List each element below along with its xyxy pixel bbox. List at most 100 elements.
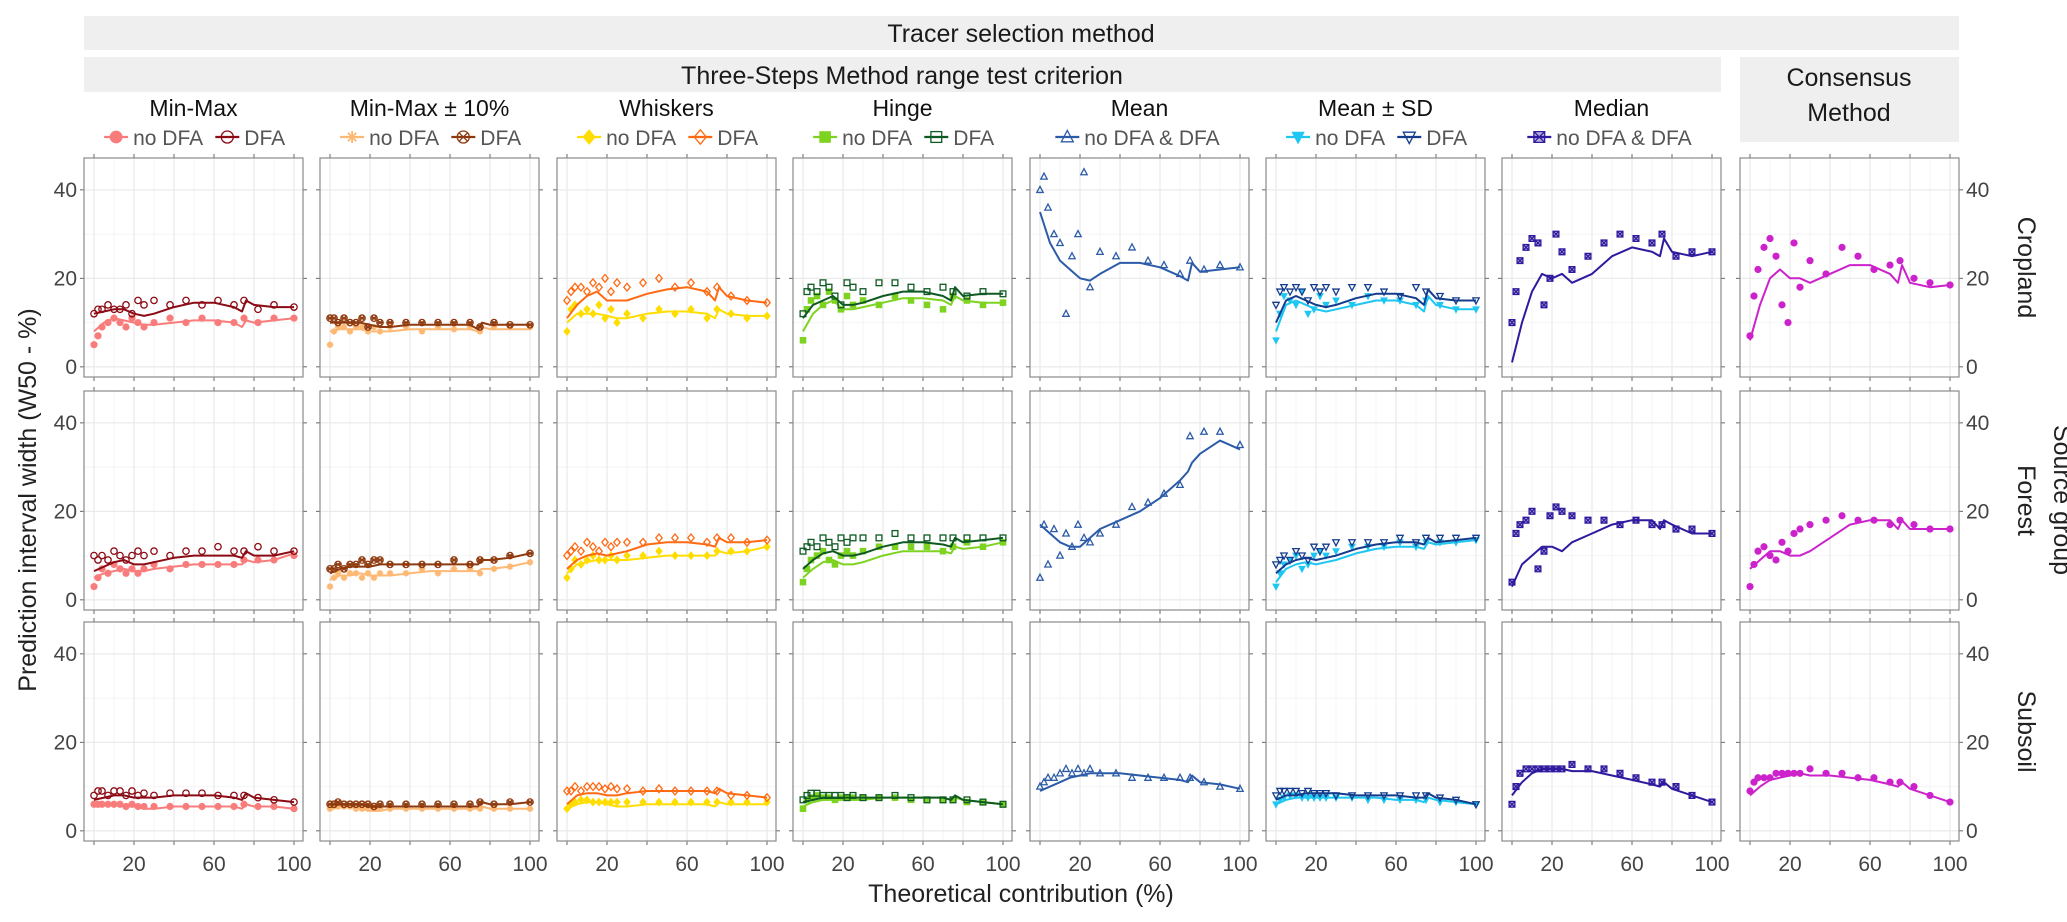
x-tick-label: 20 — [1068, 853, 1091, 876]
data-point — [1085, 763, 1095, 773]
data-point — [1750, 778, 1758, 786]
data-point — [588, 541, 598, 552]
panel-border — [556, 621, 777, 842]
data-point — [1291, 547, 1301, 557]
data-point — [182, 547, 190, 556]
data-point — [90, 582, 98, 591]
data-point — [825, 283, 833, 291]
legend-marker-icon — [819, 131, 831, 143]
data-point — [450, 556, 458, 564]
panel-border — [83, 621, 304, 842]
y-tick-label-right: 40 — [1966, 412, 1989, 435]
data-point — [1095, 246, 1105, 256]
x-tick-label: 60 — [202, 853, 225, 876]
data-point — [588, 277, 598, 288]
smooth-line — [566, 545, 768, 575]
data-point — [1043, 559, 1053, 568]
panel-border — [319, 621, 540, 842]
data-point — [1522, 516, 1530, 524]
data-point — [1309, 543, 1319, 552]
data-point — [923, 301, 931, 309]
strip-tracer-selection — [84, 16, 1959, 50]
data-point — [1271, 792, 1281, 801]
data-point — [807, 283, 815, 291]
legend-label: no DFA — [606, 127, 676, 150]
y-tick-label-right: 0 — [1966, 356, 1978, 379]
legend-item: DFA — [451, 127, 521, 150]
series-no-dfa — [563, 300, 771, 336]
x-axis-title: Theoretical contribution (%) — [868, 880, 1174, 908]
x-tick-label: 100 — [749, 853, 784, 876]
data-point — [799, 547, 807, 555]
data-point — [1516, 257, 1524, 265]
legend-marker-icon — [456, 130, 470, 144]
data-point — [90, 551, 98, 560]
data-point — [1185, 431, 1195, 440]
smooth-line — [1511, 767, 1713, 804]
smooth-line — [329, 552, 531, 575]
data-point — [803, 543, 811, 551]
data-point — [762, 297, 772, 308]
panel-border — [1265, 390, 1486, 611]
x-tick-label: 60 — [1148, 853, 1171, 876]
data-point — [1347, 283, 1357, 293]
data-point — [1035, 781, 1045, 790]
strip-three-steps-label: Three-Steps Method range test criterion — [681, 62, 1123, 90]
data-point — [364, 560, 372, 569]
data-point — [1285, 787, 1295, 796]
data-point — [1279, 552, 1289, 561]
data-point — [1778, 538, 1786, 546]
data-point — [150, 547, 158, 556]
data-point — [1508, 800, 1516, 808]
data-point — [370, 323, 378, 331]
data-point — [1435, 292, 1445, 301]
data-point — [1546, 512, 1554, 520]
strip-tracer-selection-label: Tracer selection method — [887, 20, 1154, 48]
data-point — [1073, 229, 1083, 238]
series-dfa — [90, 296, 298, 318]
data-point — [576, 546, 586, 557]
data-point — [346, 328, 354, 335]
data-point — [358, 556, 366, 564]
data-point — [94, 332, 102, 340]
data-point — [94, 556, 102, 564]
data-point — [1175, 479, 1185, 489]
data-point — [600, 273, 610, 284]
data-point — [418, 328, 426, 335]
data-point — [1854, 252, 1862, 260]
data-point — [713, 546, 721, 556]
data-point — [1658, 230, 1666, 238]
data-point — [670, 786, 680, 796]
data-point — [622, 537, 632, 548]
y-tick-label-right: 40 — [1966, 179, 1989, 202]
series-no-dfa-dfa — [1508, 230, 1716, 363]
data-point — [1127, 242, 1137, 251]
data-point — [1363, 283, 1373, 293]
panel-forest-1 — [316, 387, 543, 614]
data-point — [334, 323, 342, 331]
panel-subsoil-5 — [1262, 618, 1489, 845]
data-point — [1552, 503, 1560, 511]
legend-marker-icon — [220, 130, 234, 144]
series-dfa — [1271, 787, 1481, 810]
legend: no DFA DFA — [1286, 127, 1467, 150]
legend-label: no DFA — [369, 127, 439, 150]
data-point — [1235, 440, 1245, 449]
data-point — [450, 318, 458, 327]
data-point — [434, 323, 442, 331]
legend-marker-icon — [930, 130, 943, 144]
panel-border — [1265, 157, 1486, 378]
data-point — [1516, 521, 1524, 529]
data-point — [566, 546, 576, 557]
legend-item: DFA — [924, 127, 994, 150]
panel-forest-4 — [1026, 387, 1253, 614]
panel-border — [319, 390, 540, 611]
legend-label: no DFA & DFA — [1556, 127, 1691, 150]
data-point — [813, 792, 821, 799]
data-point — [376, 556, 384, 564]
data-point — [334, 560, 342, 569]
data-point — [762, 535, 772, 545]
data-point — [1790, 529, 1798, 538]
y-axis-title: Prediction interval width (W50 - %) — [14, 308, 42, 691]
panel-cropland-1 — [316, 154, 543, 381]
